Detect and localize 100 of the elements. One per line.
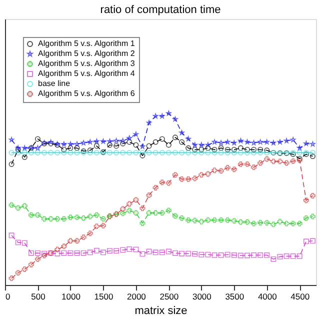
point [74, 145, 80, 151]
point [244, 219, 250, 225]
point [8, 161, 14, 167]
point [231, 252, 237, 258]
point [140, 220, 146, 226]
point [34, 150, 40, 156]
point [61, 150, 67, 156]
point [172, 172, 178, 178]
point [244, 252, 250, 258]
point [126, 201, 132, 207]
legend-label: Algorithm 5 v.s. Algorithm 4 [38, 69, 136, 78]
point [179, 176, 185, 182]
point [172, 250, 178, 256]
point [68, 250, 74, 256]
point [74, 250, 80, 256]
point [264, 220, 270, 226]
point [34, 212, 40, 218]
point [192, 251, 198, 257]
point [87, 230, 93, 236]
point [264, 156, 270, 162]
point [172, 150, 178, 156]
point [152, 113, 158, 118]
point [68, 238, 74, 244]
point [15, 240, 21, 246]
point [277, 254, 283, 260]
point [146, 192, 152, 198]
legend-label: Algorithm 5 v.s. Algorithm 2 [38, 49, 136, 58]
point [251, 146, 257, 152]
point [251, 252, 257, 258]
point [218, 168, 224, 174]
point [107, 142, 113, 148]
point [94, 150, 100, 156]
point [54, 150, 60, 156]
point [8, 202, 14, 208]
point [61, 250, 67, 256]
x-tick-label: 1000 [62, 292, 81, 302]
point [133, 150, 139, 156]
point [186, 150, 192, 156]
point [61, 216, 67, 222]
point [166, 248, 172, 254]
point [224, 252, 230, 258]
point [258, 146, 264, 152]
point [264, 139, 270, 144]
point [140, 144, 146, 149]
point [48, 216, 54, 222]
point [28, 150, 34, 156]
point [87, 214, 93, 220]
point [74, 214, 80, 220]
point [310, 238, 316, 244]
point [120, 140, 126, 146]
point [87, 139, 93, 144]
point [218, 252, 224, 258]
point [61, 244, 67, 250]
point [140, 152, 146, 158]
point [15, 150, 21, 156]
point [61, 141, 67, 146]
point [192, 176, 198, 182]
point [68, 150, 74, 156]
point [8, 232, 14, 238]
point [74, 150, 80, 156]
point [238, 252, 244, 258]
point [166, 208, 172, 214]
point [140, 206, 146, 212]
point [133, 210, 139, 216]
point [114, 143, 120, 149]
point [179, 139, 185, 145]
x-axis-title: matrix size [134, 305, 188, 317]
point [133, 142, 139, 148]
point [152, 150, 158, 156]
point [179, 150, 185, 156]
point [107, 248, 113, 254]
point [224, 146, 230, 152]
point [270, 222, 276, 228]
point [231, 150, 237, 156]
point [61, 146, 67, 152]
point [126, 135, 132, 140]
x-tick-label: 0 [6, 292, 10, 302]
point [152, 250, 158, 256]
point [100, 222, 106, 228]
point [68, 214, 74, 220]
point [22, 266, 28, 272]
point [192, 218, 198, 224]
point [238, 150, 244, 156]
legend-label: Algorithm 5 v.s. Algorithm 6 [38, 89, 136, 98]
point [54, 250, 60, 256]
point [218, 145, 224, 151]
point [120, 210, 126, 216]
point [205, 252, 211, 258]
legend-label: Algorithm 5 v.s. Algorithm 3 [38, 59, 136, 68]
point [224, 139, 230, 144]
point [264, 252, 270, 258]
point [224, 165, 230, 171]
point [296, 150, 302, 156]
point [310, 193, 316, 199]
point [212, 168, 218, 174]
point [290, 158, 296, 164]
point [133, 246, 139, 252]
point [80, 250, 86, 256]
point [146, 150, 152, 156]
point [42, 150, 48, 156]
